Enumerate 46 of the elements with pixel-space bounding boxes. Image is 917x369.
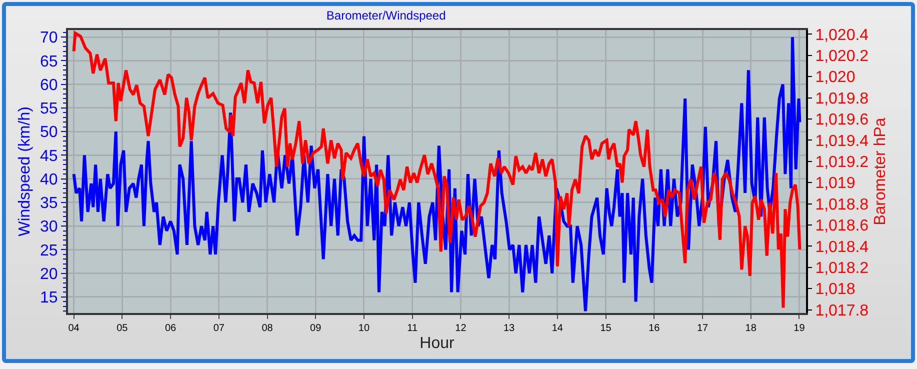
y2-tick-label: 1,020.2 xyxy=(815,48,869,66)
y2-tick-label: 1,019.4 xyxy=(815,132,869,150)
y-tick-label: 40 xyxy=(40,171,58,188)
y2-axis-title: Barometer hPa xyxy=(872,118,889,226)
x-tick-label: 08 xyxy=(262,323,274,334)
x-tick-label: 11 xyxy=(407,323,418,334)
y2-tick-label: 1,020 xyxy=(815,69,856,86)
x-tick-label: 06 xyxy=(164,323,177,334)
y2-tick-label: 1,019.6 xyxy=(815,112,869,129)
y2-tick-label: 1,018 xyxy=(815,281,856,298)
y-tick-label: 35 xyxy=(40,195,58,212)
y-tick-label: 70 xyxy=(40,30,58,47)
x-axis-title: Hour xyxy=(420,335,456,352)
x-tick-label: 10 xyxy=(358,323,370,334)
y2-tick-label: 1,018.4 xyxy=(815,238,869,256)
x-tick-label: 13 xyxy=(503,323,516,334)
y2-tick-label: 1,019.2 xyxy=(815,154,869,172)
y-tick-label: 50 xyxy=(40,124,58,142)
x-tick-label: 19 xyxy=(794,323,806,334)
x-tick-label: 07 xyxy=(213,323,225,334)
chart-title: Barometer/Windspeed xyxy=(326,8,446,23)
x-tick-label: 14 xyxy=(552,323,564,334)
y-tick-label: 55 xyxy=(40,100,58,118)
y-tick-label: 15 xyxy=(40,290,58,307)
x-tick-label: 12 xyxy=(455,323,467,334)
x-tick-label: 04 xyxy=(68,323,80,334)
y2-tick-label: 1,018.6 xyxy=(815,218,869,235)
y-axis-title: Windspeed (km/h) xyxy=(16,106,34,236)
x-tick-label: 09 xyxy=(310,323,322,334)
y-tick-label: 60 xyxy=(40,76,58,94)
y2-tick-label: 1,020.4 xyxy=(815,26,869,44)
y-tick-label: 20 xyxy=(40,266,58,283)
x-tick-label: 17 xyxy=(696,323,709,334)
y2-tick-label: 1,018.8 xyxy=(815,196,869,214)
y2-tick-label: 1,019.8 xyxy=(815,90,869,108)
y-tick-label: 65 xyxy=(40,53,58,70)
y2-tick-label: 1,017.8 xyxy=(815,302,869,320)
y2-tick-label: 1,019 xyxy=(815,175,856,192)
y-tick-label: 45 xyxy=(40,148,58,165)
y-tick-label: 25 xyxy=(40,242,58,260)
x-tick-label: 16 xyxy=(648,323,660,334)
x-tick-label: 15 xyxy=(600,323,612,334)
x-tick-label: 05 xyxy=(116,323,128,334)
y-tick-label: 30 xyxy=(40,218,58,236)
x-tick-label: 18 xyxy=(745,323,757,334)
y2-tick-label: 1,018.2 xyxy=(815,260,869,278)
